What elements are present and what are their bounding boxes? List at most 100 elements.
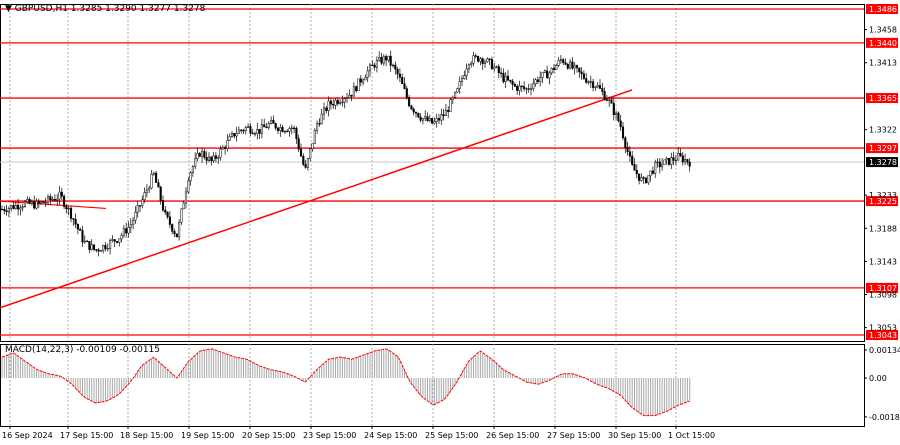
candle-body: [106, 248, 109, 250]
candle-body: [159, 186, 162, 201]
candle-body: [688, 161, 691, 167]
candle-body: [426, 116, 429, 122]
candle-body: [30, 201, 33, 204]
x-tick-label: 16 Sep 2024: [2, 431, 53, 440]
y-tick-label: 1.3458: [869, 26, 897, 35]
candle-body: [516, 86, 519, 91]
candle-body: [431, 118, 434, 124]
candle-body: [520, 85, 523, 88]
candle-body: [672, 157, 675, 161]
candle-body: [677, 153, 680, 161]
candle-body: [290, 127, 293, 129]
candle-body: [525, 88, 528, 90]
candle-body: [458, 81, 461, 89]
candle-body: [465, 68, 468, 76]
candle-body: [440, 114, 443, 121]
x-tick-label: 18 Sep 15:00: [120, 431, 173, 440]
macd-y-tick-label: -0.00186: [869, 413, 900, 422]
x-tick-label: 30 Sep 15:00: [608, 431, 661, 440]
candle-body: [509, 79, 512, 82]
macd-signal-line: [1, 348, 690, 417]
candle-body: [58, 191, 61, 200]
candle-body: [125, 228, 128, 234]
candle-body: [486, 58, 489, 63]
candle-body: [408, 97, 411, 107]
x-tick-label: 17 Sep 15:00: [60, 431, 113, 440]
x-tick-label: 24 Sep 15:00: [364, 431, 417, 440]
candle-body: [511, 80, 514, 85]
candle-body: [95, 249, 98, 251]
level-label: 1.3486: [869, 5, 897, 14]
candle-body: [534, 79, 537, 85]
candle-body: [10, 205, 13, 209]
candle-body: [649, 170, 652, 176]
candle-body: [281, 127, 284, 133]
candle-body: [435, 118, 438, 123]
level-label-box: [866, 330, 898, 340]
candle-body: [674, 159, 677, 162]
candle-body: [339, 102, 342, 104]
level-label: 1.3043: [869, 331, 897, 340]
candle-body: [118, 238, 121, 243]
candle-body: [23, 201, 27, 207]
candle-body: [242, 130, 245, 132]
candle-body: [605, 99, 608, 101]
candle-body: [628, 151, 631, 157]
candle-body: [309, 148, 312, 159]
candle-body: [263, 124, 266, 128]
candle-body: [401, 77, 404, 84]
candle-body: [619, 120, 622, 128]
candle-body: [249, 126, 252, 134]
candle-body: [550, 67, 553, 74]
candle-body: [26, 198, 29, 203]
candle-body: [134, 211, 137, 221]
price-chart-title: ▼ GBPUSD,H1 1.3285 1.3290 1.3277 1.3278: [5, 4, 206, 14]
level-label: 1.3440: [869, 39, 897, 48]
candle-body: [610, 99, 613, 104]
candle-body: [247, 126, 250, 128]
candle-body: [451, 97, 454, 100]
level-label: 1.3225: [869, 197, 897, 206]
candle-body: [42, 201, 45, 204]
candle-body: [276, 127, 280, 131]
candle-body: [304, 164, 307, 168]
candle-body: [260, 124, 263, 134]
candle-body: [212, 155, 215, 162]
candle-body: [536, 79, 539, 82]
candle-body: [477, 56, 480, 62]
candle-body: [598, 85, 602, 89]
candle-body: [642, 177, 645, 179]
candle-body: [40, 201, 43, 204]
candle-body: [288, 128, 291, 132]
level-label-box: [866, 93, 898, 104]
candle-body: [7, 207, 10, 212]
candle-body: [421, 118, 424, 121]
candle-body: [541, 72, 544, 78]
level-label-box: [866, 196, 898, 207]
candle-body: [272, 119, 275, 124]
candle-body: [389, 55, 392, 66]
candle-body: [219, 148, 222, 158]
candle-body: [571, 61, 574, 69]
candle-body: [180, 208, 183, 223]
y-tick-label: 1.3188: [869, 224, 897, 233]
candle-body: [157, 182, 160, 188]
x-tick-label: 1 Oct 15:00: [668, 431, 715, 440]
candle-body: [617, 112, 620, 122]
candle-body: [198, 153, 201, 157]
candle-body: [86, 240, 89, 243]
candle-body: [424, 116, 427, 119]
candle-body: [398, 73, 401, 78]
candle-body: [189, 172, 192, 182]
candle-body: [460, 78, 464, 82]
candle-body: [3, 208, 6, 212]
candle-body: [368, 64, 372, 72]
candle-body: [92, 244, 96, 250]
candle-body: [244, 127, 247, 131]
level-label-box: [866, 4, 898, 14]
candle-body: [205, 157, 208, 161]
candle-body: [575, 65, 579, 69]
trendline-short: [0, 200, 107, 210]
candle-body: [138, 205, 142, 207]
candle-body: [293, 127, 296, 129]
